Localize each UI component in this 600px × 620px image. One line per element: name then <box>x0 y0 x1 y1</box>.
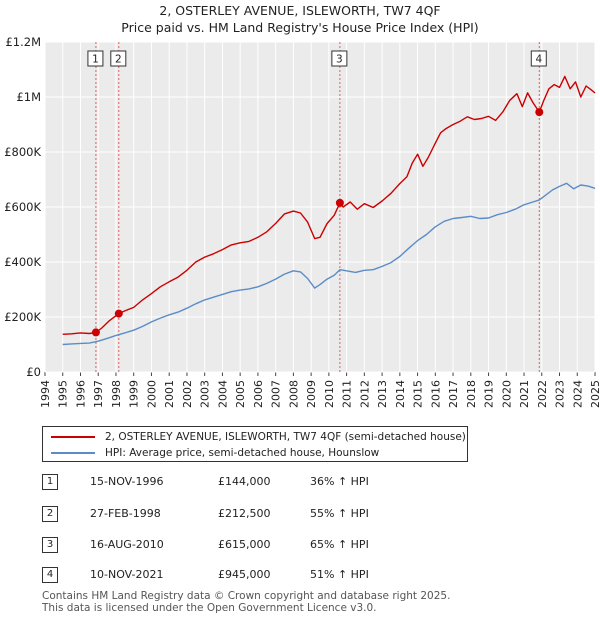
sale-label: 2 <box>115 54 122 66</box>
x-tick-label: 2011 <box>341 380 354 408</box>
legend-label-property: 2, OSTERLEY AVENUE, ISLEWORTH, TW7 4QF (… <box>105 431 466 443</box>
x-tick-label: 1994 <box>39 380 52 408</box>
sale-label: 1 <box>92 54 99 66</box>
x-tick-label: 2019 <box>483 380 496 408</box>
x-tick-label: 2002 <box>181 380 194 408</box>
x-tick-label: 2007 <box>270 380 283 408</box>
legend: 2, OSTERLEY AVENUE, ISLEWORTH, TW7 4QF (… <box>42 426 468 462</box>
x-tick-label: 2016 <box>429 380 442 408</box>
y-tick-label: £1M <box>16 90 41 104</box>
y-tick-label: £0 <box>26 365 41 379</box>
sale-row: 2 27-FEB-1998 £212,500 55% ↑ HPI <box>42 506 582 522</box>
sale-point <box>91 328 100 337</box>
chart-title-line2: Price paid vs. HM Land Registry's House … <box>121 20 479 35</box>
sale-badge: 4 <box>42 567 58 583</box>
sale-label-box <box>87 50 104 67</box>
x-tick-label: 2001 <box>163 380 176 408</box>
sale-label-box <box>331 50 348 67</box>
sale-date: 27-FEB-1998 <box>90 507 161 520</box>
y-tick-label: £600K <box>4 200 41 214</box>
footer-line1: Contains HM Land Registry data © Crown c… <box>42 590 451 602</box>
sale-row: 3 16-AUG-2010 £615,000 65% ↑ HPI <box>42 537 582 553</box>
x-tick-label: 2017 <box>447 380 460 408</box>
chart-title-line1: 2, OSTERLEY AVENUE, ISLEWORTH, TW7 4QF <box>159 3 441 18</box>
sale-price: £945,000 <box>218 568 271 581</box>
x-tick-label: 2008 <box>287 380 300 408</box>
chart-title: 2, OSTERLEY AVENUE, ISLEWORTH, TW7 4QF P… <box>0 2 600 36</box>
y-tick-label: £200K <box>4 310 41 324</box>
y-tick-label: £400K <box>4 255 41 269</box>
footer-line2: This data is licensed under the Open Gov… <box>42 601 377 614</box>
x-tick-label: 2024 <box>571 380 584 408</box>
sale-price: £615,000 <box>218 538 271 551</box>
x-tick-label: 2005 <box>234 380 247 408</box>
sale-hpi-change: 65% ↑ HPI <box>310 538 369 551</box>
legend-swatch-property <box>51 436 95 438</box>
x-tick-label: 1997 <box>92 380 105 408</box>
x-tick-label: 2015 <box>412 380 425 408</box>
sale-label-box <box>110 50 127 67</box>
x-tick-label: 2000 <box>145 380 158 408</box>
x-tick-label: 1999 <box>128 380 141 408</box>
sale-date: 16-AUG-2010 <box>90 538 164 551</box>
footer: Contains HM Land Registry data © Crown c… <box>42 590 542 614</box>
y-tick-label: £800K <box>4 145 41 159</box>
x-tick-label: 2010 <box>323 380 336 408</box>
sale-hpi-change: 55% ↑ HPI <box>310 507 369 520</box>
sale-badge: 2 <box>42 506 58 522</box>
sale-badge: 1 <box>42 474 58 490</box>
x-tick-label: 1996 <box>74 380 87 408</box>
x-tick-label: 2025 <box>589 380 600 408</box>
sale-label-box <box>530 50 547 67</box>
x-tick-label: 2006 <box>252 380 265 408</box>
x-tick-label: 1995 <box>57 380 70 408</box>
sale-label: 3 <box>336 54 343 66</box>
sale-row: 1 15-NOV-1996 £144,000 36% ↑ HPI <box>42 474 582 490</box>
sale-price: £212,500 <box>218 507 271 520</box>
x-tick-label: 2004 <box>216 380 229 408</box>
x-tick-label: 1998 <box>110 380 123 408</box>
x-tick-label: 2021 <box>518 380 531 408</box>
price-chart: 1994 1995 1996 1997 1998 1999 2000 2001 2002 2003… <box>4 35 600 408</box>
x-tick-label: 2014 <box>394 380 407 408</box>
y-tick-label: £1.2M <box>5 35 41 49</box>
property-price-line <box>62 75 596 335</box>
sale-point <box>535 108 544 117</box>
sale-point <box>335 198 344 207</box>
sale-label: 4 <box>535 54 542 66</box>
sale-row: 4 10-NOV-2021 £945,000 51% ↑ HPI <box>42 567 582 583</box>
x-tick-label: 2022 <box>536 380 549 408</box>
sale-date: 15-NOV-1996 <box>90 475 164 488</box>
x-tick-label: 2009 <box>305 380 318 408</box>
legend-label-hpi: HPI: Average price, semi-detached house,… <box>105 447 380 459</box>
x-tick-label: 2023 <box>554 380 567 408</box>
x-tick-label: 2018 <box>465 380 478 408</box>
sale-hpi-change: 36% ↑ HPI <box>310 475 369 488</box>
sale-date: 10-NOV-2021 <box>90 568 164 581</box>
sale-price: £144,000 <box>218 475 271 488</box>
x-tick-label: 2013 <box>376 380 389 408</box>
sale-hpi-change: 51% ↑ HPI <box>310 568 369 581</box>
sale-point <box>114 309 123 318</box>
sale-badge: 3 <box>42 537 58 553</box>
hpi-line <box>62 182 596 346</box>
x-tick-label: 2012 <box>358 380 371 408</box>
x-tick-label: 2020 <box>500 380 513 408</box>
legend-swatch-hpi <box>51 452 95 454</box>
x-tick-label: 2003 <box>199 380 212 408</box>
